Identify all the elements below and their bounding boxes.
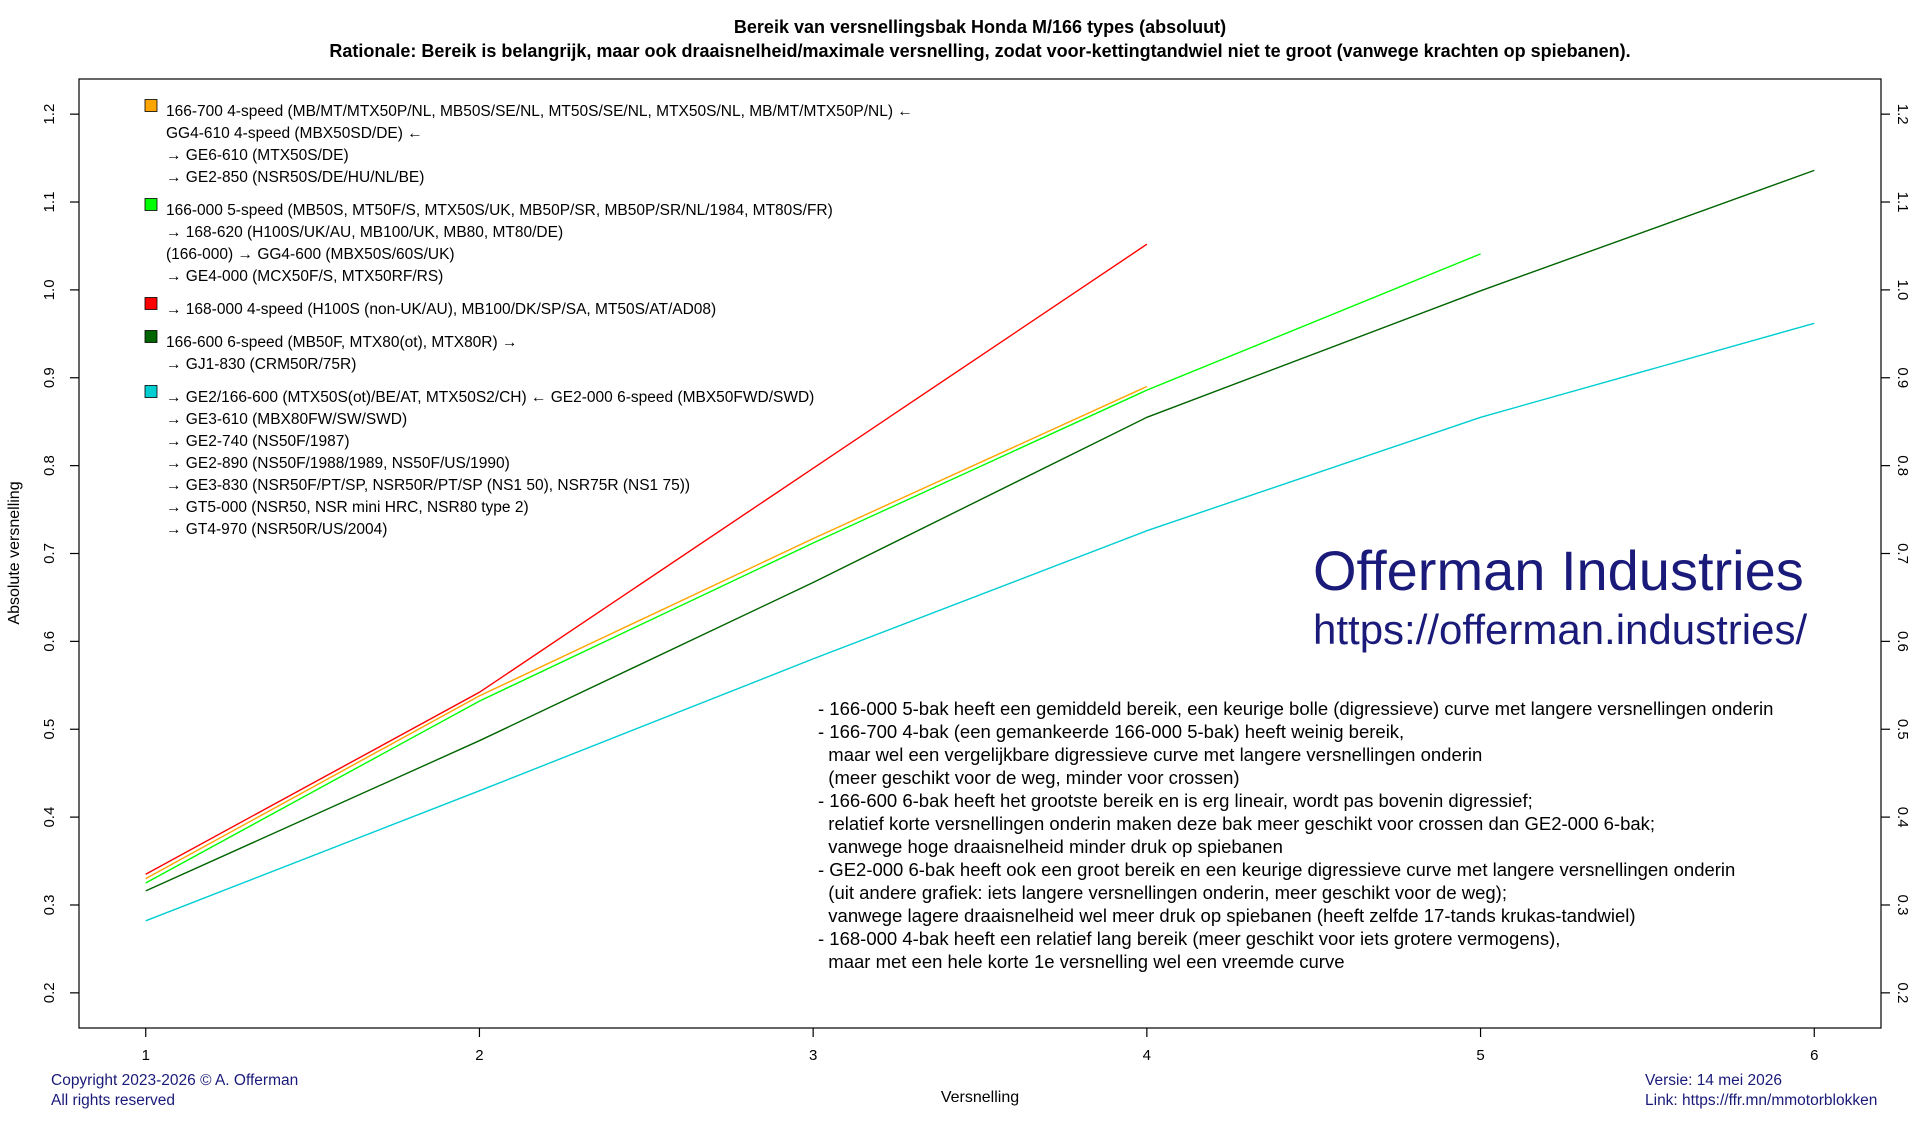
annotation-line: vanwege lagere draaisnelheid wel meer dr…: [818, 905, 1636, 926]
legend-entry-line: 166-600 6-speed (MB50F, MTX80(ot), MTX80…: [166, 334, 517, 351]
series-lines: [145, 169, 1815, 922]
x-tick-label: 4: [1143, 1047, 1151, 1064]
chart-subtitle: Rationale: Bereik is belangrijk, maar oo…: [329, 41, 1630, 61]
copyright-text: Copyright 2023-2026 © A. Offerman: [51, 1072, 298, 1089]
annotation-line: maar wel een vergelijkbare digressieve c…: [818, 744, 1482, 765]
series-line-1: [145, 385, 1148, 880]
brand-url: https://offerman.industries/: [1313, 606, 1807, 653]
series-line-2: [145, 253, 1481, 884]
legend-swatch: [144, 198, 158, 211]
legend-entry-line: → GE2-890 (NS50F/1988/1989, NS50F/US/199…: [166, 455, 510, 472]
legend-swatch: [144, 385, 158, 398]
y-tick-label-right: 0.4: [1894, 807, 1911, 828]
series-line-0: [145, 243, 1148, 875]
y-tick-label-right: 0.6: [1894, 631, 1911, 652]
series-line-3: [145, 169, 1815, 892]
y-tick-label-left: 0.4: [41, 807, 58, 828]
legend-swatch: [144, 99, 158, 112]
annotation-line: - 168-000 4-bak heeft een relatief lang …: [818, 928, 1560, 949]
legend-swatch: [144, 330, 158, 343]
legend-entry-line: 166-700 4-speed (MB/MT/MTX50P/NL, MB50S/…: [166, 103, 913, 120]
legend-entry-line: (166-000) → GG4-600 (MBX50S/60S/UK): [166, 246, 455, 263]
y-tick-label-right: 0.2: [1894, 982, 1911, 1003]
annotation-line: vanwege hoge draaisnelheid minder druk o…: [818, 836, 1283, 857]
link-text: Link: https://ffr.mn/mmotorblokken: [1645, 1092, 1877, 1109]
legend: 166-700 4-speed (MB/MT/MTX50P/NL, MB50S/…: [144, 99, 913, 538]
annotation-line: (uit andere grafiek: iets langere versne…: [818, 882, 1507, 903]
y-tick-label-right: 0.3: [1894, 895, 1911, 916]
legend-swatch: [144, 297, 158, 310]
annotation-line: - 166-700 4-bak (een gemankeerde 166-000…: [818, 721, 1404, 742]
chart-title: Bereik van versnellingsbak Honda M/166 t…: [734, 17, 1226, 37]
y-tick-label-left: 1.2: [41, 104, 58, 125]
axes: 1 2 3 4 5 6 0.2 0.2 0.3 0.3 0.4 0.4 0.5 0.5 0.6 0.6 0.7 0…: [41, 104, 1911, 1064]
y-tick-label-right: 0.9: [1894, 367, 1911, 388]
y-tick-label-left: 0.5: [41, 719, 58, 740]
legend-entry-line: → GT4-970 (NSR50R/US/2004): [166, 521, 387, 538]
y-tick-label-left: 0.6: [41, 631, 58, 652]
legend-entry-line: → GE2-740 (NS50F/1987): [166, 433, 350, 450]
x-tick-label: 1: [142, 1047, 150, 1064]
x-axis-label: Versnelling: [941, 1089, 1019, 1106]
legend-entry-line: → GE2-850 (NSR50S/DE/HU/NL/BE): [166, 169, 424, 186]
annotation-line: (meer geschikt voor de weg, minder voor …: [818, 767, 1240, 788]
legend-entry-line: → 168-620 (H100S/UK/AU, MB100/UK, MB80, …: [166, 224, 563, 241]
y-tick-label-right: 0.8: [1894, 455, 1911, 476]
legend-entry-line: → 168-000 4-speed (H100S (non-UK/AU), MB…: [166, 301, 716, 318]
annotation-line: relatief korte versnellingen onderin mak…: [818, 813, 1655, 834]
y-axis-label: Absolute versnelling: [6, 481, 23, 624]
y-tick-label-left: 0.8: [41, 455, 58, 476]
legend-entry-line: 166-000 5-speed (MB50S, MT50F/S, MTX50S/…: [166, 202, 833, 219]
legend-entry-line: → GE2/166-600 (MTX50S(ot)/BE/AT, MTX50S2…: [166, 389, 814, 406]
legend-entry-line: → GE3-610 (MBX80FW/SW/SWD): [166, 411, 407, 428]
y-tick-label-right: 1.1: [1894, 192, 1911, 213]
y-tick-label-right: 0.7: [1894, 543, 1911, 564]
y-tick-label-left: 1.1: [41, 192, 58, 213]
legend-entry-line: → GE4-000 (MCX50F/S, MTX50RF/RS): [166, 268, 443, 285]
legend-entry-line: → GE6-610 (MTX50S/DE): [166, 147, 349, 164]
annotation-line: - 166-000 5-bak heeft een gemiddeld bere…: [818, 698, 1773, 719]
y-tick-label-right: 1.2: [1894, 104, 1911, 125]
legend-entry-line: GG4-610 4-speed (MBX50SD/DE) ←: [166, 125, 423, 142]
x-tick-label: 6: [1810, 1047, 1818, 1064]
version-text: Versie: 14 mei 2026: [1645, 1072, 1782, 1089]
y-tick-label-left: 0.9: [41, 367, 58, 388]
brand-name: Offerman Industries: [1313, 539, 1804, 602]
y-tick-label-left: 0.7: [41, 543, 58, 564]
y-tick-label-left: 0.2: [41, 982, 58, 1003]
annotation-line: maar met een hele korte 1e versnelling w…: [818, 951, 1345, 972]
x-tick-label: 2: [475, 1047, 483, 1064]
annotation-line: - GE2-000 6-bak heeft ook een groot bere…: [818, 859, 1735, 880]
legend-entry-line: → GJ1-830 (CRM50R/75R): [166, 356, 356, 373]
y-tick-label-right: 1.0: [1894, 279, 1911, 300]
annotation-line: - 166-600 6-bak heeft het grootste berei…: [818, 790, 1533, 811]
legend-entry-line: → GE3-830 (NSR50F/PT/SP, NSR50R/PT/SP (N…: [166, 477, 690, 494]
y-tick-label-right: 0.5: [1894, 719, 1911, 740]
legend-entry-line: → GT5-000 (NSR50, NSR mini HRC, NSR80 ty…: [166, 499, 529, 516]
y-tick-label-left: 0.3: [41, 895, 58, 916]
rights-text: All rights reserved: [51, 1092, 175, 1109]
y-tick-label-left: 1.0: [41, 279, 58, 300]
annotations: - 166-000 5-bak heeft een gemiddeld bere…: [818, 698, 1773, 972]
x-tick-label: 3: [809, 1047, 817, 1064]
series-line-4: [145, 322, 1815, 922]
x-tick-label: 5: [1476, 1047, 1484, 1064]
